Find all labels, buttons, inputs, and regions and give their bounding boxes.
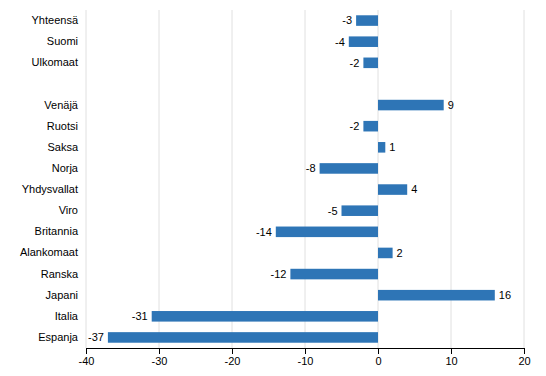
x-tick-mark <box>524 348 525 354</box>
y-tick: Ruotsi <box>47 120 78 132</box>
y-tick: Saksa <box>47 141 78 153</box>
chart: -40 -30 -20 -10 0 10 20 Espanja Italia Japani Rans… <box>0 0 546 376</box>
bar <box>349 36 378 47</box>
y-tick-label: Espanja <box>38 331 79 343</box>
y-tick: Italia <box>55 310 79 322</box>
x-tick-label: -30 <box>152 355 168 367</box>
y-tick: Venäjä <box>44 99 79 111</box>
grid <box>86 10 524 348</box>
x-tick: 20 <box>518 348 530 367</box>
bar <box>108 332 378 343</box>
x-tick: 10 <box>445 348 457 367</box>
y-tick: Norja <box>52 162 79 174</box>
x-tick-mark <box>378 348 379 354</box>
grid-line <box>305 10 306 348</box>
bar <box>378 290 495 301</box>
x-tick: -30 <box>152 348 168 367</box>
y-tick: Yhteensä <box>32 14 79 26</box>
data-label: -14 <box>256 226 272 238</box>
data-label: -5 <box>328 205 338 217</box>
y-tick: Ulkomaat <box>32 56 78 68</box>
bar <box>276 227 378 238</box>
grid-line <box>159 10 160 348</box>
x-tick-mark <box>232 348 233 354</box>
y-tick-label: Ulkomaat <box>32 56 78 68</box>
data-label: 1 <box>389 141 395 153</box>
y-tick-label: Yhdysvallat <box>22 183 78 195</box>
x-tick: -20 <box>225 348 241 367</box>
y-tick: Espanja <box>38 331 79 343</box>
bar <box>378 100 444 111</box>
y-tick: Suomi <box>47 35 78 47</box>
y-tick-label: Japani <box>46 289 78 301</box>
x-axis: -40 -30 -20 -10 0 10 20 <box>79 348 531 367</box>
grid-line <box>524 10 525 348</box>
y-tick-label: Norja <box>52 162 79 174</box>
x-tick-mark <box>451 348 452 354</box>
bars <box>108 15 495 342</box>
x-tick-label: -10 <box>298 355 314 367</box>
grid-line <box>232 10 233 348</box>
y-tick-label: Suomi <box>47 35 78 47</box>
x-tick: -10 <box>298 348 314 367</box>
x-tick-label: -20 <box>225 355 241 367</box>
data-label: 4 <box>411 183 417 195</box>
x-tick-mark <box>86 348 87 354</box>
data-label: -3 <box>342 14 352 26</box>
y-tick-label: Venäjä <box>44 99 79 111</box>
x-tick-label: 0 <box>375 355 381 367</box>
y-tick-label: Saksa <box>47 141 78 153</box>
x-tick: -40 <box>79 348 95 367</box>
x-axis-line <box>87 349 525 355</box>
y-tick-label: Viro <box>59 204 78 216</box>
y-axis: Espanja Italia Japani Ranska Alankomaat Brita… <box>20 14 79 343</box>
y-tick-label: Alankomaat <box>20 246 78 258</box>
bar <box>378 142 385 153</box>
y-tick: Yhdysvallat <box>22 183 78 195</box>
bar <box>320 163 378 174</box>
data-label: -2 <box>350 57 360 69</box>
bar <box>342 205 379 216</box>
y-tick: Ranska <box>41 268 79 280</box>
bar <box>290 269 378 280</box>
y-tick-label: Italia <box>55 310 79 322</box>
x-tick: 0 <box>375 348 381 367</box>
data-label: -31 <box>132 310 148 322</box>
y-tick-label: Britannia <box>35 225 79 237</box>
x-tick-label: 20 <box>518 355 530 367</box>
data-label: -4 <box>335 36 345 48</box>
data-label: 2 <box>397 247 403 259</box>
y-tick: Viro <box>59 204 78 216</box>
y-tick-label: Yhteensä <box>32 14 79 26</box>
data-label: -8 <box>306 162 316 174</box>
x-tick-label: 10 <box>445 355 457 367</box>
data-labels: -37 -31 16 -12 2 -14 -5 4 -8 1 -2 9 -2 -4 -3 <box>88 14 511 343</box>
plot: -40 -30 -20 -10 0 10 20 Espanja Italia Japani Rans… <box>20 10 531 367</box>
y-tick-label: Ranska <box>41 268 79 280</box>
bar <box>356 15 378 26</box>
y-tick-label: Ruotsi <box>47 120 78 132</box>
x-tick-mark <box>305 348 306 354</box>
y-tick: Britannia <box>35 225 79 237</box>
grid-line <box>86 10 87 348</box>
bar <box>363 58 378 69</box>
y-tick: Alankomaat <box>20 246 78 258</box>
y-tick: Japani <box>46 289 78 301</box>
data-label: -37 <box>88 331 104 343</box>
x-tick-mark <box>159 348 160 354</box>
data-label: 16 <box>499 289 511 301</box>
bar <box>378 248 393 259</box>
bar <box>378 184 407 195</box>
data-label: -12 <box>270 268 286 280</box>
data-label: -2 <box>350 120 360 132</box>
data-label: 9 <box>448 99 454 111</box>
bar <box>363 121 378 132</box>
x-tick-label: -40 <box>79 355 95 367</box>
bar <box>152 311 378 322</box>
